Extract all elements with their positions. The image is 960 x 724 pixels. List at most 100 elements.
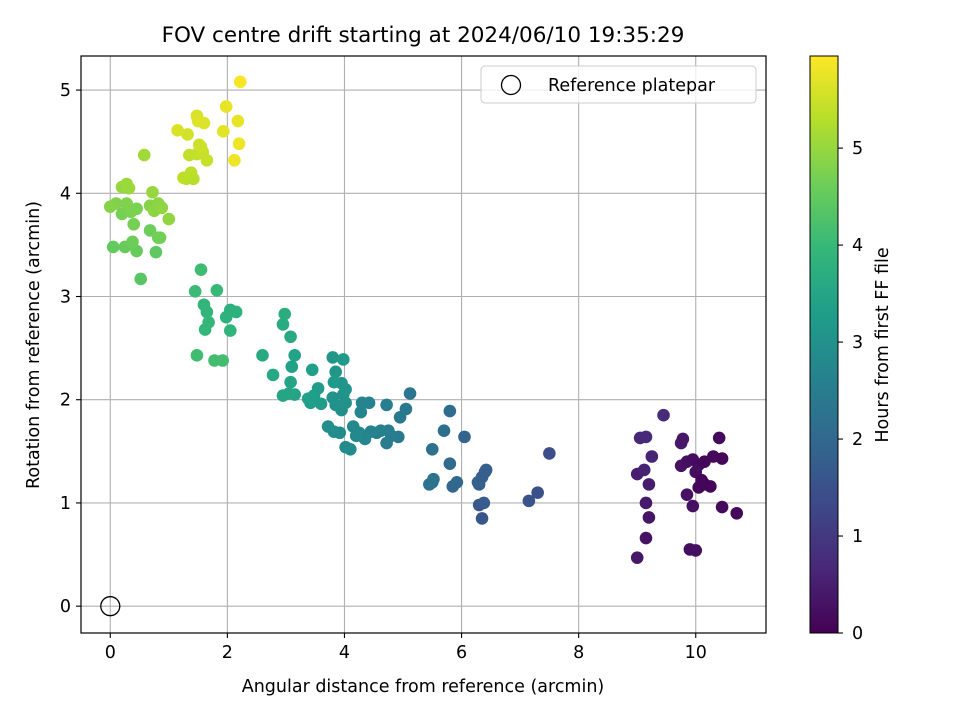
colorbar-tick-label: 5 [852, 139, 863, 159]
data-point [531, 486, 544, 499]
x-tick-label: 8 [573, 643, 584, 663]
data-point [127, 217, 140, 231]
data-point [427, 472, 440, 486]
y-tick-label: 0 [60, 597, 71, 617]
colorbar-tick-label: 4 [852, 236, 863, 256]
data-point [200, 305, 214, 319]
data-point [393, 410, 407, 424]
data-point [676, 432, 690, 446]
data-point [200, 153, 214, 167]
data-point [194, 263, 208, 276]
data-point [120, 177, 133, 191]
axis-ticks: 0 2 4 6 8 10 0 1 2 3 4 5 [60, 81, 707, 663]
data-point [639, 496, 653, 510]
plot-frame [80, 55, 767, 634]
x-tick-label: 2 [222, 643, 233, 663]
colorbar-gradient [809, 55, 839, 634]
data-point [329, 365, 342, 379]
data-point [278, 307, 292, 321]
data-point [256, 349, 269, 362]
data-point [657, 408, 670, 422]
data-point [403, 387, 417, 400]
y-tick-label: 2 [60, 391, 71, 411]
data-point [223, 324, 237, 337]
data-point [314, 397, 328, 411]
data-point [477, 496, 491, 510]
colorbar-tick-label: 2 [852, 430, 863, 450]
legend: Reference platepar [480, 65, 757, 104]
data-point [276, 389, 290, 402]
data-point [712, 431, 726, 445]
data-point [285, 360, 299, 373]
colorbar-tick-label: 3 [852, 333, 863, 353]
data-point [443, 404, 457, 418]
data-point [349, 429, 363, 443]
data-point [305, 363, 319, 377]
y-tick-label: 1 [60, 494, 71, 514]
data-point [730, 506, 744, 520]
data-point [197, 116, 211, 130]
data-point [233, 75, 247, 89]
x-axis-label: Angular distance from reference (arcmin) [242, 677, 605, 697]
data-point [437, 424, 451, 437]
data-point [190, 349, 204, 362]
x-tick-label: 6 [456, 643, 467, 663]
data-point [210, 284, 224, 297]
data-point [103, 200, 117, 214]
data-point [146, 185, 159, 199]
data-point [380, 398, 393, 412]
data-point [339, 440, 352, 454]
data-point [715, 452, 729, 465]
legend-label-reference: Reference platepar [548, 76, 716, 96]
data-point [181, 128, 194, 141]
data-point [443, 457, 457, 471]
data-point [284, 375, 297, 389]
data-point [326, 351, 340, 364]
data-point [219, 310, 233, 324]
data-point [149, 245, 163, 259]
data-point [475, 512, 489, 525]
data-point [301, 392, 315, 405]
data-point [288, 349, 301, 362]
data-point [355, 396, 369, 410]
data-point [321, 420, 335, 433]
data-point [188, 285, 202, 298]
colorbar-tick-label: 1 [852, 527, 863, 547]
grid [81, 56, 766, 633]
data-point [171, 124, 184, 137]
y-tick-label: 4 [60, 184, 71, 204]
y-tick-label: 5 [60, 81, 71, 101]
data-point [232, 137, 246, 151]
data-point [216, 354, 229, 367]
data-point [336, 353, 350, 366]
data-point [120, 197, 133, 210]
data-point [194, 140, 208, 154]
data-point [642, 511, 656, 524]
data-point [130, 202, 143, 216]
y-axis-label: Rotation from reference (arcmin) [24, 201, 44, 489]
data-point [326, 391, 340, 404]
data-point [229, 305, 243, 319]
y-tick-label: 3 [60, 288, 71, 308]
data-point [327, 375, 341, 389]
data-point [137, 148, 151, 162]
data-point [458, 430, 471, 444]
legend-box [480, 65, 757, 104]
data-point [639, 531, 653, 545]
x-tick-label: 4 [339, 643, 350, 663]
data-point [680, 488, 694, 501]
colorbar-ticks: 0 1 2 3 4 5 [838, 139, 863, 644]
data-point [126, 235, 139, 249]
x-tick-label: 10 [685, 643, 707, 663]
reference-platepar-marker [100, 596, 121, 617]
data-point [155, 201, 169, 215]
data-point [471, 475, 485, 489]
data-point [231, 114, 245, 128]
data-point [715, 500, 729, 514]
data-point [645, 450, 659, 463]
data-point [450, 475, 464, 489]
x-tick-label: 0 [105, 643, 116, 663]
data-point [354, 405, 368, 419]
